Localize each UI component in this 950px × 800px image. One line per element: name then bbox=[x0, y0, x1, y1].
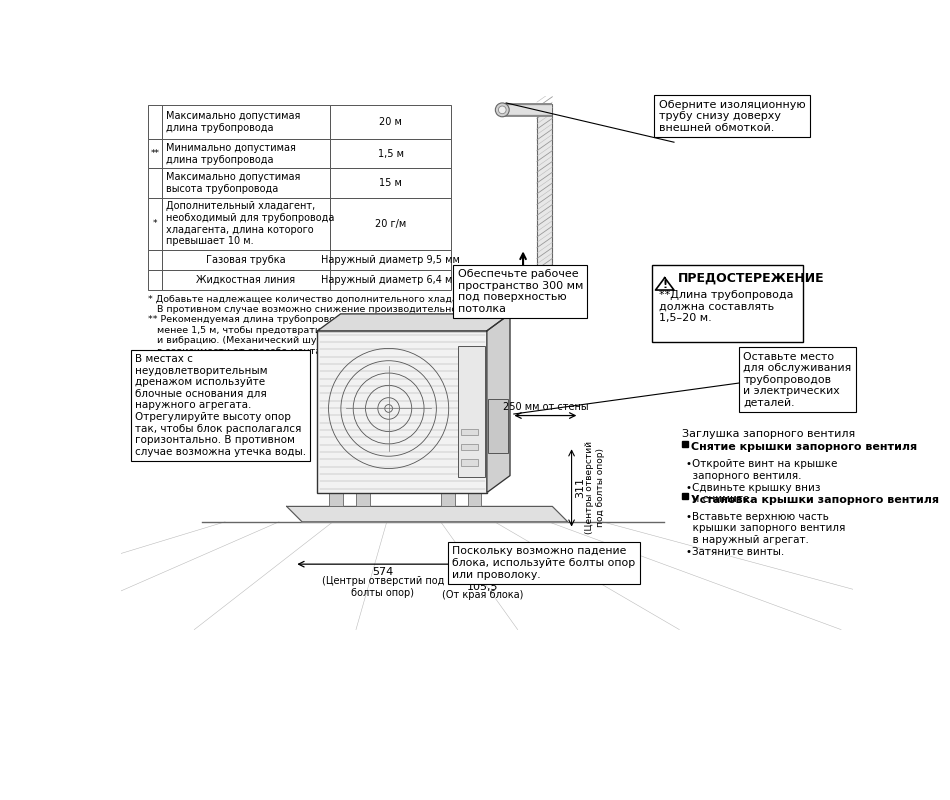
Polygon shape bbox=[486, 314, 510, 493]
Text: Снятие крышки запорного вентиля: Снятие крышки запорного вентиля bbox=[691, 442, 917, 453]
Polygon shape bbox=[656, 278, 674, 290]
Bar bbox=[441, 493, 454, 506]
Bar bbox=[162, 270, 330, 290]
Text: 1,5 м: 1,5 м bbox=[377, 149, 404, 158]
Text: (Центры отверстий
под болты опор): (Центры отверстий под болты опор) bbox=[585, 442, 605, 534]
Text: 15 м: 15 м bbox=[379, 178, 402, 188]
Bar bbox=[462, 444, 479, 450]
Text: **Длина трубопровода
должна составлять
1,5–20 м.: **Длина трубопровода должна составлять 1… bbox=[658, 290, 793, 323]
Bar bbox=[330, 250, 451, 270]
Text: •Откройте винт на крышке
  запорного вентиля.
•Сдвиньте крышку вниз
  и снимите.: •Откройте винт на крышке запорного венти… bbox=[686, 459, 837, 504]
Text: В местах с
неудовлетворительным
дренажом используйте
блочные основания для
наруж: В местах с неудовлетворительным дренажом… bbox=[135, 354, 306, 457]
Text: *: * bbox=[153, 219, 158, 228]
Text: Заглушка запорного вентиля: Заглушка запорного вентиля bbox=[682, 429, 855, 438]
Circle shape bbox=[495, 103, 509, 117]
Text: 20 г/м: 20 г/м bbox=[375, 219, 407, 229]
Bar bbox=[148, 106, 162, 139]
Bar bbox=[148, 168, 162, 198]
Polygon shape bbox=[287, 506, 568, 522]
Text: Максимально допустимая
высота трубопровода: Максимально допустимая высота трубопрово… bbox=[166, 172, 300, 194]
Bar bbox=[462, 459, 479, 466]
Text: Минимально допустимая
длина трубопровода: Минимально допустимая длина трубопровода bbox=[166, 143, 295, 165]
Circle shape bbox=[499, 106, 506, 114]
Text: 105,5: 105,5 bbox=[467, 582, 499, 592]
Text: **: ** bbox=[150, 150, 160, 158]
Bar bbox=[329, 493, 343, 506]
Text: •Вставьте верхнюю часть
  крышки запорного вентиля
  в наружный агрегат.
•Затяни: •Вставьте верхнюю часть крышки запорного… bbox=[686, 512, 845, 557]
Text: Поскольку возможно падение
блока, используйте болты опор
или проволоку.: Поскольку возможно падение блока, исполь… bbox=[452, 546, 636, 580]
Text: Оставьте место
для обслуживания
трубопроводов
и электрических
деталей.: Оставьте место для обслуживания трубопро… bbox=[743, 352, 851, 408]
Bar bbox=[148, 250, 162, 270]
Text: 20 м: 20 м bbox=[379, 117, 402, 127]
Text: Газовая трубка: Газовая трубка bbox=[206, 255, 286, 265]
Text: 250 мм от стены: 250 мм от стены bbox=[503, 402, 588, 412]
Bar bbox=[148, 270, 162, 290]
Bar bbox=[162, 106, 330, 139]
Text: Наружный диаметр 6,4 мм: Наружный диаметр 6,4 мм bbox=[321, 275, 460, 285]
Bar bbox=[162, 168, 330, 198]
Text: (От края блока): (От края блока) bbox=[443, 590, 523, 600]
Bar bbox=[537, 104, 552, 312]
Text: * Добавьте надлежащее количество дополнительного хладагента.
   В противном случ: * Добавьте надлежащее количество дополни… bbox=[148, 294, 489, 366]
Bar bbox=[467, 493, 482, 506]
Bar bbox=[162, 198, 330, 250]
Text: Жидкостная линия: Жидкостная линия bbox=[197, 275, 295, 285]
Bar bbox=[330, 168, 451, 198]
Bar bbox=[653, 266, 803, 342]
Bar bbox=[148, 198, 162, 250]
Bar bbox=[148, 139, 162, 168]
Text: Дополнительный хладагент,
необходимый для трубопровода
хладагента, длина которог: Дополнительный хладагент, необходимый дл… bbox=[166, 202, 334, 246]
Bar bbox=[330, 139, 451, 168]
Bar bbox=[330, 270, 451, 290]
Text: ПРЕДОСТЕРЕЖЕНИЕ: ПРЕДОСТЕРЕЖЕНИЕ bbox=[678, 271, 825, 285]
Bar bbox=[330, 198, 451, 250]
Bar bbox=[462, 429, 479, 435]
Text: Обеспечьте рабочее
пространство 300 мм
под поверхностью
потолка: Обеспечьте рабочее пространство 300 мм п… bbox=[458, 270, 583, 314]
Bar bbox=[162, 139, 330, 168]
Bar bbox=[488, 398, 507, 453]
Polygon shape bbox=[317, 314, 510, 331]
Text: Оберните изоляционную
трубу снизу доверху
внешней обмоткой.: Оберните изоляционную трубу снизу доверх… bbox=[658, 100, 806, 133]
Text: 574: 574 bbox=[372, 567, 393, 578]
Text: (Центры отверстий под
болты опор): (Центры отверстий под болты опор) bbox=[322, 577, 444, 598]
Text: !: ! bbox=[662, 280, 667, 290]
Bar bbox=[356, 493, 370, 506]
Text: 311: 311 bbox=[576, 478, 585, 498]
Text: Наружный диаметр 9,5 мм: Наружный диаметр 9,5 мм bbox=[321, 255, 460, 265]
Bar bbox=[682, 441, 688, 447]
Text: Установка крышки запорного вентиля: Установка крышки запорного вентиля bbox=[691, 495, 939, 505]
Bar bbox=[330, 106, 451, 139]
Bar bbox=[458, 346, 484, 477]
Bar bbox=[682, 494, 688, 499]
Bar bbox=[317, 331, 486, 493]
Bar bbox=[162, 250, 330, 270]
Text: Максимально допустимая
длина трубопровода: Максимально допустимая длина трубопровод… bbox=[166, 111, 300, 133]
